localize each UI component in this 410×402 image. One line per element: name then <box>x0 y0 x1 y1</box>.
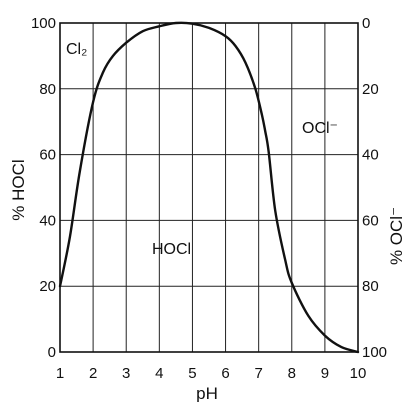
annotation-hocl: HOCl <box>152 241 191 258</box>
x-tick-label: 10 <box>350 365 367 382</box>
y-axis-title-left: % HOCl <box>9 159 28 220</box>
x-tick-label: 6 <box>221 365 229 382</box>
y-axis-title-right: % OCl⁻ <box>387 207 406 265</box>
grid-lines <box>59 22 359 353</box>
x-tick-label: 8 <box>288 365 296 382</box>
y-left-tick-label: 60 <box>39 147 56 164</box>
y-right-tick-label: 40 <box>362 147 379 164</box>
plot-frame <box>59 22 359 353</box>
x-tick-label: 2 <box>89 365 97 382</box>
annotation-cl2: Cl₂ <box>66 41 87 58</box>
x-tick-label: 7 <box>254 365 262 382</box>
x-tick-label: 4 <box>155 365 163 382</box>
x-tick-label: 5 <box>188 365 196 382</box>
y-right-tick-label: 80 <box>362 278 379 295</box>
annotation-ocl: OCl⁻ <box>302 120 338 137</box>
y-right-tick-label: 0 <box>362 15 370 32</box>
y-right-tick-label: 20 <box>362 81 379 98</box>
y-right-tick-label: 100 <box>362 344 387 361</box>
x-tick-label: 3 <box>122 365 130 382</box>
x-axis-title: pH <box>196 384 218 402</box>
y-left-tick-label: 20 <box>39 278 56 295</box>
x-tick-label: 9 <box>321 365 329 382</box>
y-left-tick-label: 0 <box>48 344 56 361</box>
y-left-tick-label: 40 <box>39 212 56 229</box>
x-tick-label: 1 <box>56 365 64 382</box>
y-left-tick-label: 100 <box>31 15 56 32</box>
distribution-curve <box>58 21 360 354</box>
y-left-tick-label: 80 <box>39 81 56 98</box>
y-right-tick-label: 60 <box>362 212 379 229</box>
